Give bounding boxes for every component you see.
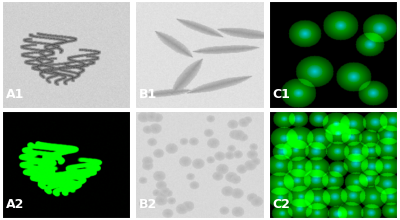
Text: B2: B2 — [139, 198, 158, 211]
Text: C1: C1 — [272, 88, 290, 101]
Text: A1: A1 — [6, 88, 24, 101]
Text: B1: B1 — [139, 88, 158, 101]
Text: C2: C2 — [272, 198, 290, 211]
Text: A2: A2 — [6, 198, 24, 211]
